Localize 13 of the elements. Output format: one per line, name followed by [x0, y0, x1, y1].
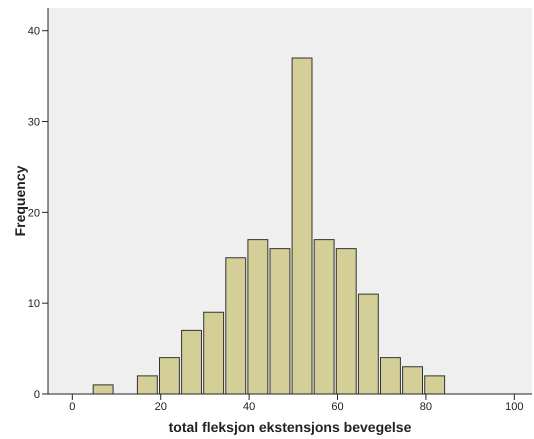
x-tick-label: 0: [69, 400, 76, 413]
y-tick-label: 30: [28, 116, 40, 128]
y-tick-label: 10: [28, 298, 40, 310]
x-tick-label: 40: [242, 400, 256, 413]
x-tick-label: 60: [331, 400, 344, 413]
x-tick-label: 100: [505, 400, 524, 413]
x-tick-label: 80: [420, 400, 432, 413]
y-axis-title: Frequency: [12, 165, 28, 236]
x-axis-title: total fleksjon ekstensjons bevegelse: [168, 419, 412, 435]
y-tick-label: 20: [28, 207, 40, 220]
y-tick-label: 0: [34, 388, 40, 401]
y-tick-label: 40: [28, 26, 40, 38]
x-tick-label: 20: [154, 400, 167, 413]
